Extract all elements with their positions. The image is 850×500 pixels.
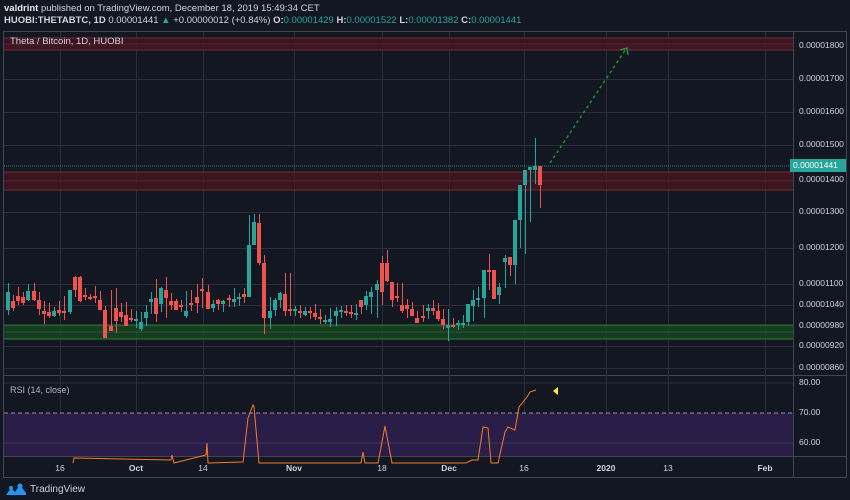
- price-axis-label: 0.00001700: [799, 73, 844, 83]
- rsi-axis-label: 70.00: [799, 407, 821, 417]
- low-value: 0.00001382: [408, 15, 459, 26]
- publish-text: published on TradingView.com, December 1…: [40, 3, 320, 14]
- price-axis-label: 0.00001600: [799, 106, 844, 116]
- last-price: 0.00001441: [108, 15, 159, 26]
- high-value: 0.00001522: [346, 15, 397, 26]
- time-axis-label: Nov: [285, 463, 303, 473]
- time-axis-label: Feb: [757, 463, 773, 473]
- price-axis-label: 0.00000920: [799, 340, 844, 350]
- candlestick-series: [6, 138, 542, 341]
- time-axis-label: Oct: [128, 463, 144, 473]
- rsi-current-marker-icon: [553, 387, 558, 395]
- chart-legend[interactable]: Theta / Bitcoin, 1D, HUOBI: [10, 36, 124, 47]
- time-axis-label: 2020: [596, 463, 616, 473]
- close-value: 0.00001441: [471, 15, 522, 26]
- low-label: L:: [399, 15, 409, 26]
- rsi-legend[interactable]: RSI (14, close): [10, 385, 70, 395]
- open-value: 0.00001429: [283, 15, 334, 26]
- time-axis-label: 13: [663, 463, 673, 473]
- price-axis-label: 0.00000980: [799, 320, 844, 330]
- open-label: O:: [273, 15, 284, 26]
- tradingview-brand[interactable]: TradingView: [5, 482, 85, 496]
- price-change: +0.00000012 (+0.84%): [173, 15, 271, 26]
- price-axis-label: 0.00001100: [799, 278, 844, 288]
- time-axis-label: 14: [198, 463, 208, 473]
- high-label: H:: [336, 15, 347, 26]
- chart-frame: [3, 31, 847, 478]
- symbol-label: HUOBI:THETABTC, 1D: [4, 15, 106, 26]
- time-axis-label: Dec: [441, 463, 457, 473]
- time-axis-label: 16: [55, 463, 65, 473]
- projection-arrow[interactable]: [549, 48, 627, 164]
- up-arrow-icon: ▲: [161, 15, 171, 26]
- price-axis-label: 0.00001040: [799, 299, 844, 309]
- author-name[interactable]: valdrint: [4, 3, 39, 14]
- grid-lines: [4, 32, 793, 456]
- time-axis-label: 18: [377, 463, 387, 473]
- symbol-info-bar: HUOBI:THETABTC, 1D 0.00001441 ▲ +0.00000…: [4, 15, 521, 26]
- tradingview-logo-icon: [6, 483, 26, 495]
- price-axis-label: 0.00000860: [799, 362, 844, 372]
- projection-arrow-head-icon: [619, 47, 629, 56]
- price-axis-label: 0.00001300: [799, 206, 844, 216]
- price-axis-label: 0.00001400: [799, 174, 844, 184]
- rsi-axis-label: 60.00: [799, 437, 821, 447]
- last-price-tag: 0.00001441: [790, 159, 846, 172]
- rsi-line: [72, 389, 537, 464]
- price-axis-label: 0.00001200: [799, 242, 844, 252]
- price-zones: [4, 37, 793, 340]
- rsi-band: [4, 413, 793, 456]
- rsi-axis-label: 80.00: [799, 377, 821, 387]
- price-axis-label: 0.00001800: [799, 40, 844, 50]
- brand-name: TradingView: [30, 483, 86, 495]
- publish-info: valdrint published on TradingView.com, D…: [4, 3, 320, 14]
- time-axis-label: 16: [519, 463, 529, 473]
- price-axis-label: 0.00001500: [799, 139, 844, 149]
- close-label: C:: [461, 15, 472, 26]
